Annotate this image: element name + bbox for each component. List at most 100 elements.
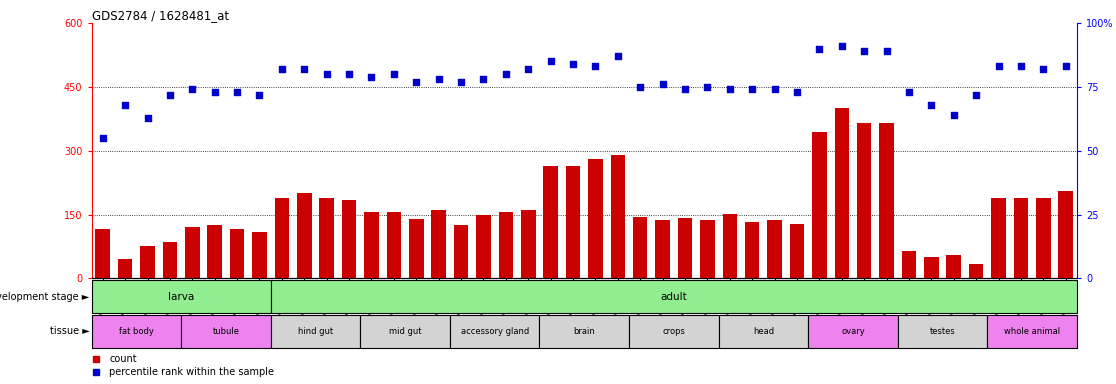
Point — [519, 66, 537, 72]
Point — [541, 58, 559, 65]
Bar — [879, 123, 894, 278]
Point — [721, 86, 739, 93]
Point — [228, 89, 246, 95]
Text: GDS2784 / 1628481_at: GDS2784 / 1628481_at — [92, 9, 229, 22]
Point — [116, 102, 134, 108]
Bar — [275, 197, 289, 278]
Point — [632, 84, 650, 90]
Bar — [902, 251, 916, 278]
Bar — [897, 315, 988, 348]
Bar — [341, 200, 356, 278]
Bar — [539, 315, 629, 348]
Bar — [230, 230, 244, 278]
Point — [587, 63, 605, 70]
Text: whole animal: whole animal — [1004, 327, 1060, 336]
Point — [1057, 63, 1075, 70]
Text: fat body: fat body — [119, 327, 154, 336]
Bar — [141, 247, 155, 278]
Point — [923, 102, 941, 108]
Bar — [92, 315, 181, 348]
Bar — [808, 315, 897, 348]
Point — [699, 84, 716, 90]
Bar — [92, 280, 271, 313]
Text: development stage ►: development stage ► — [0, 291, 89, 302]
Point — [205, 89, 223, 95]
Bar — [271, 280, 1077, 313]
Text: crops: crops — [663, 327, 685, 336]
Bar — [991, 197, 1006, 278]
Point — [296, 66, 314, 72]
Bar — [790, 224, 805, 278]
Bar — [969, 263, 983, 278]
Point — [318, 71, 336, 77]
Bar — [722, 214, 737, 278]
Point — [340, 71, 358, 77]
Point — [251, 91, 269, 98]
Text: mid gut: mid gut — [388, 327, 422, 336]
Bar — [360, 315, 450, 348]
Bar — [521, 210, 536, 278]
Point — [452, 79, 470, 85]
Point — [497, 71, 514, 77]
Bar — [835, 108, 849, 278]
Bar — [924, 257, 939, 278]
Bar — [163, 242, 177, 278]
Point — [1012, 63, 1030, 70]
Bar — [543, 166, 558, 278]
Bar — [768, 220, 782, 278]
Bar — [744, 222, 760, 278]
Bar — [450, 315, 539, 348]
Bar — [946, 255, 961, 278]
Text: tissue ►: tissue ► — [49, 326, 89, 336]
Bar — [319, 197, 334, 278]
Point — [1035, 66, 1052, 72]
Bar — [629, 315, 719, 348]
Point — [968, 91, 985, 98]
Point — [161, 91, 179, 98]
Point — [183, 86, 201, 93]
Point — [743, 86, 761, 93]
Point — [877, 48, 895, 54]
Bar — [364, 212, 378, 278]
Point — [833, 43, 850, 49]
Point — [474, 76, 492, 82]
Text: larva: larva — [169, 291, 194, 302]
Bar — [208, 225, 222, 278]
Point — [138, 114, 156, 121]
Bar — [610, 155, 625, 278]
Bar — [566, 166, 580, 278]
Bar — [1013, 197, 1028, 278]
Bar — [588, 159, 603, 278]
Bar — [118, 259, 133, 278]
Bar — [988, 315, 1077, 348]
Text: tubule: tubule — [212, 327, 240, 336]
Point — [676, 86, 694, 93]
Text: brain: brain — [574, 327, 595, 336]
Point — [385, 71, 403, 77]
Point — [810, 45, 828, 51]
Point — [430, 76, 448, 82]
Bar — [386, 212, 401, 278]
Bar — [432, 210, 446, 278]
Text: percentile rank within the sample: percentile rank within the sample — [109, 367, 275, 377]
Bar — [477, 215, 491, 278]
Bar — [408, 219, 424, 278]
Point — [363, 74, 381, 80]
Bar — [655, 220, 670, 278]
Bar — [633, 217, 647, 278]
Bar — [499, 212, 513, 278]
Point — [855, 48, 873, 54]
Bar — [812, 132, 827, 278]
Bar — [185, 227, 200, 278]
Text: ovary: ovary — [841, 327, 865, 336]
Bar — [700, 220, 714, 278]
Point — [407, 79, 425, 85]
Point — [94, 135, 112, 141]
Bar — [719, 315, 808, 348]
Text: testes: testes — [930, 327, 955, 336]
Point — [564, 61, 581, 67]
Bar — [677, 218, 692, 278]
Text: count: count — [109, 354, 137, 364]
Point — [654, 81, 672, 88]
Bar — [1036, 197, 1050, 278]
